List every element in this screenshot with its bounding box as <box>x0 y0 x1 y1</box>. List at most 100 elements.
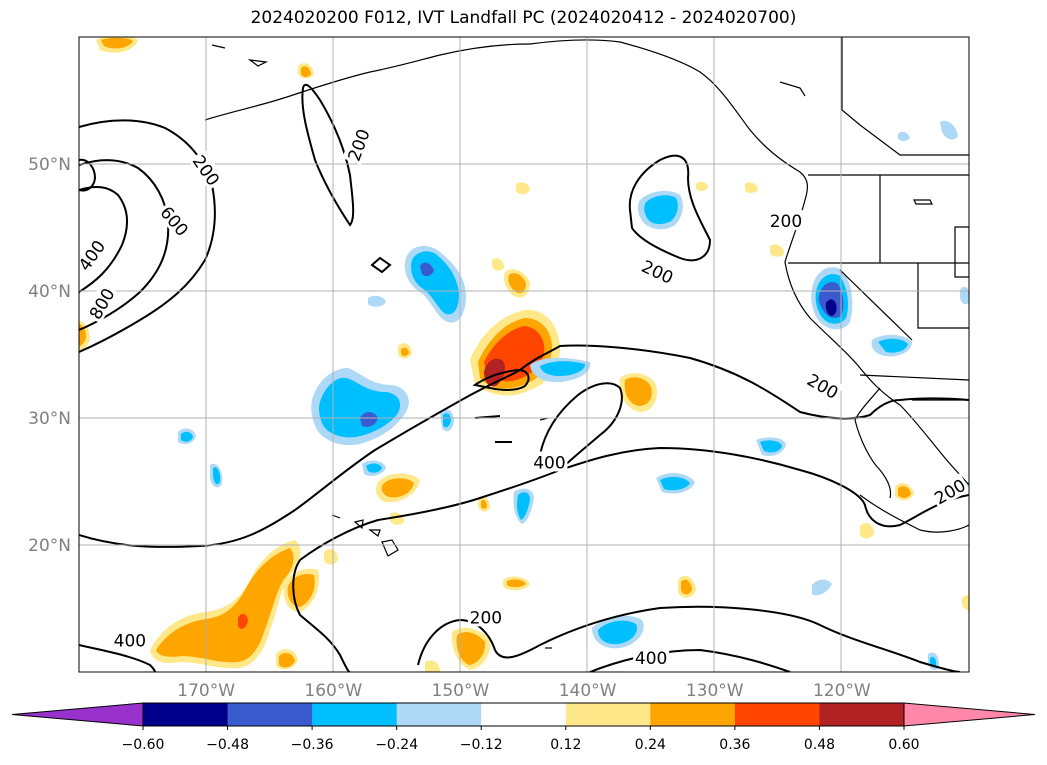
positive-anomaly-small <box>681 579 692 595</box>
contour-line <box>628 154 712 262</box>
longitude-labels: 170°W 160°W 150°W 140°W 130°W 120°W <box>177 681 871 701</box>
contour-line <box>539 382 623 471</box>
positive-anomaly-south <box>156 548 294 663</box>
contour-label-bg <box>531 451 568 472</box>
mexico-coast <box>859 494 969 533</box>
colorbar-frame <box>142 702 905 727</box>
colorbar-over-triangle <box>903 702 1036 727</box>
positive-anomaly-small <box>324 549 338 565</box>
map-title: 2024020200 F012, IVT Landfall PC (202402… <box>250 8 797 28</box>
positive-anomaly-small <box>860 523 874 539</box>
colorbar-bin <box>650 703 736 726</box>
positive-anomaly-south <box>456 632 486 665</box>
contour-line <box>370 256 392 274</box>
lon-tick-label: 170°W <box>177 681 235 701</box>
negative-anomaly-small <box>366 463 382 473</box>
aleutian-coast <box>204 43 531 121</box>
contour-line <box>79 119 216 353</box>
hawaii-island <box>353 519 364 530</box>
colorbar: −0.60 −0.48 −0.36 −0.24 −0.12 0.12 0.24 0.36 0.4… <box>11 702 1036 753</box>
colorbar-bin <box>227 703 313 726</box>
ivt-contours <box>79 83 969 672</box>
positive-anomaly-small <box>425 660 440 672</box>
colorbar-tick-label: 0.48 <box>804 737 835 753</box>
small-island <box>247 59 269 67</box>
colorbar-tick-label: −0.36 <box>291 737 334 753</box>
graticule <box>79 37 969 672</box>
negative-anomaly-coast <box>825 299 837 316</box>
state-border <box>859 374 969 381</box>
negative-anomaly-small <box>517 492 530 520</box>
contour-label: 200 <box>467 606 504 628</box>
colorbar-bin <box>734 703 820 726</box>
lon-tick-label: 130°W <box>686 681 744 701</box>
contour-label-bg <box>802 367 844 404</box>
positive-anomaly-small <box>481 499 487 509</box>
small-island <box>211 44 226 49</box>
colorbar-tick-label: −0.12 <box>460 737 503 753</box>
contour-label-text: 400 <box>114 631 146 651</box>
contour-line <box>79 186 128 293</box>
contour-label-bg <box>633 647 670 668</box>
negative-anomaly-west <box>360 412 378 427</box>
contour-label-text: 400 <box>635 649 667 669</box>
lon-tick-label: 120°W <box>813 681 871 701</box>
negative-anomaly-small <box>181 431 193 442</box>
lon-tick-label: 140°W <box>559 681 617 701</box>
positive-anomaly-small <box>696 181 708 191</box>
negative-anomaly-small <box>443 413 451 428</box>
positive-anomaly-small <box>624 377 652 406</box>
positive-anomaly-south <box>238 613 248 629</box>
contour-label-bg <box>767 210 804 231</box>
positive-anomaly-small <box>492 258 504 271</box>
positive-anomaly-small <box>381 478 414 498</box>
positive-anomaly-small <box>401 347 409 356</box>
colorbar-tick-label: 0.36 <box>719 737 750 753</box>
positive-anomaly-small <box>507 579 526 588</box>
lat-tick-label: 30°N <box>28 409 71 429</box>
lat-tick-label: 20°N <box>28 536 71 556</box>
contour-line <box>79 344 969 548</box>
state-border <box>839 269 913 341</box>
contour-label-bg <box>637 254 679 288</box>
colorbar-tick-label: 0.60 <box>888 737 919 753</box>
contour-label-bg <box>111 629 148 650</box>
contour-label: 200 <box>767 210 804 232</box>
lat-tick-label: 40°N <box>28 282 71 302</box>
positive-anomaly-small <box>301 66 311 77</box>
contour-label-bg <box>79 234 110 276</box>
alaska-coast <box>529 39 808 201</box>
contour-label-bg <box>188 149 226 191</box>
colorbar-bin <box>481 703 567 726</box>
contour-label-text: 400 <box>533 453 565 473</box>
negative-anomaly-small <box>540 361 586 376</box>
contour-label-text: 200 <box>770 212 802 232</box>
positive-anomaly-small <box>745 182 758 193</box>
contour-line <box>589 648 791 672</box>
small-island <box>913 199 933 205</box>
positive-anomaly-small <box>279 653 295 668</box>
positive-anomaly-small <box>508 273 526 294</box>
anomaly-fills <box>79 37 969 672</box>
contour-label-bg <box>83 282 119 324</box>
contour-label-bg <box>467 606 504 627</box>
contour-line <box>292 559 351 672</box>
negative-anomaly-small <box>940 120 958 140</box>
state-border <box>954 226 969 278</box>
state-border <box>917 263 969 329</box>
positive-anomaly-small <box>898 486 911 498</box>
baja-california <box>854 387 892 499</box>
negative-anomaly-small <box>930 656 937 667</box>
contour-line <box>299 446 969 561</box>
lon-tick-label: 160°W <box>304 681 362 701</box>
colorbar-tick-label: −0.48 <box>206 737 249 753</box>
colorbar-tick-label: 0.24 <box>635 737 666 753</box>
contour-label: 400 <box>111 629 148 651</box>
colorbar-tick-label: 0.12 <box>550 737 581 753</box>
negative-anomaly-small <box>213 467 221 484</box>
colorbar-bin <box>819 703 905 726</box>
negative-anomaly-west <box>318 377 401 438</box>
latitude-labels: 50°N 40°N 30°N 20°N <box>28 155 71 556</box>
negative-anomaly-ne <box>644 195 678 225</box>
